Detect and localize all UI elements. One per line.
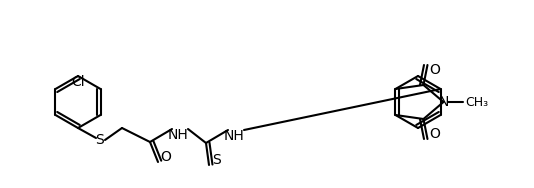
Text: Cl: Cl [71, 75, 85, 89]
Text: O: O [160, 150, 171, 164]
Text: NH: NH [224, 129, 245, 143]
Text: O: O [429, 63, 441, 77]
Text: S: S [212, 153, 221, 167]
Text: CH₃: CH₃ [466, 96, 489, 108]
Text: N: N [438, 95, 449, 109]
Text: S: S [96, 133, 104, 147]
Text: NH: NH [168, 128, 189, 142]
Text: O: O [429, 127, 441, 141]
